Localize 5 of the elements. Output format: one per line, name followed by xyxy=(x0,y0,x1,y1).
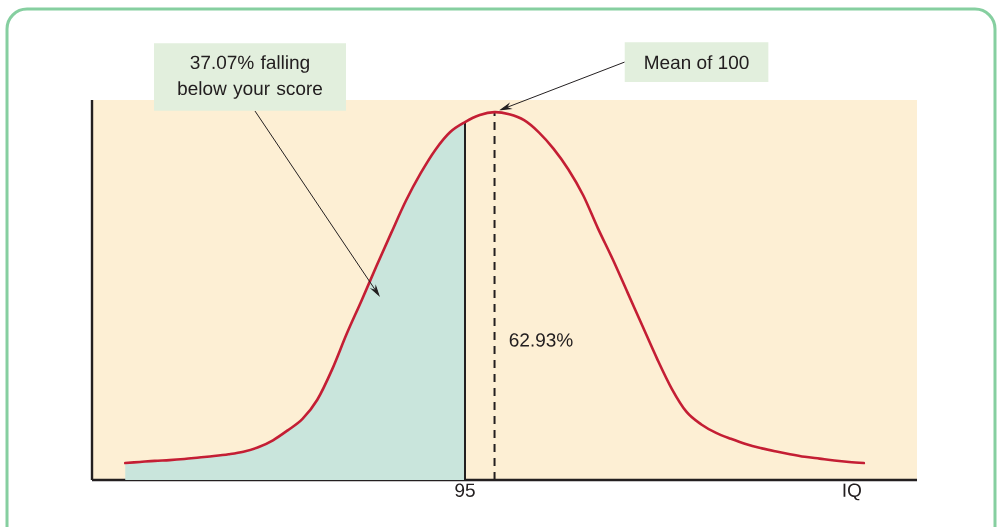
text: 37.07% falling below your score xyxy=(178,55,322,99)
x-axis-title: IQ xyxy=(843,483,861,501)
text: Mean of 100 xyxy=(645,55,749,70)
annotation: 62.93% xyxy=(509,333,573,347)
text: 95 xyxy=(455,483,475,497)
